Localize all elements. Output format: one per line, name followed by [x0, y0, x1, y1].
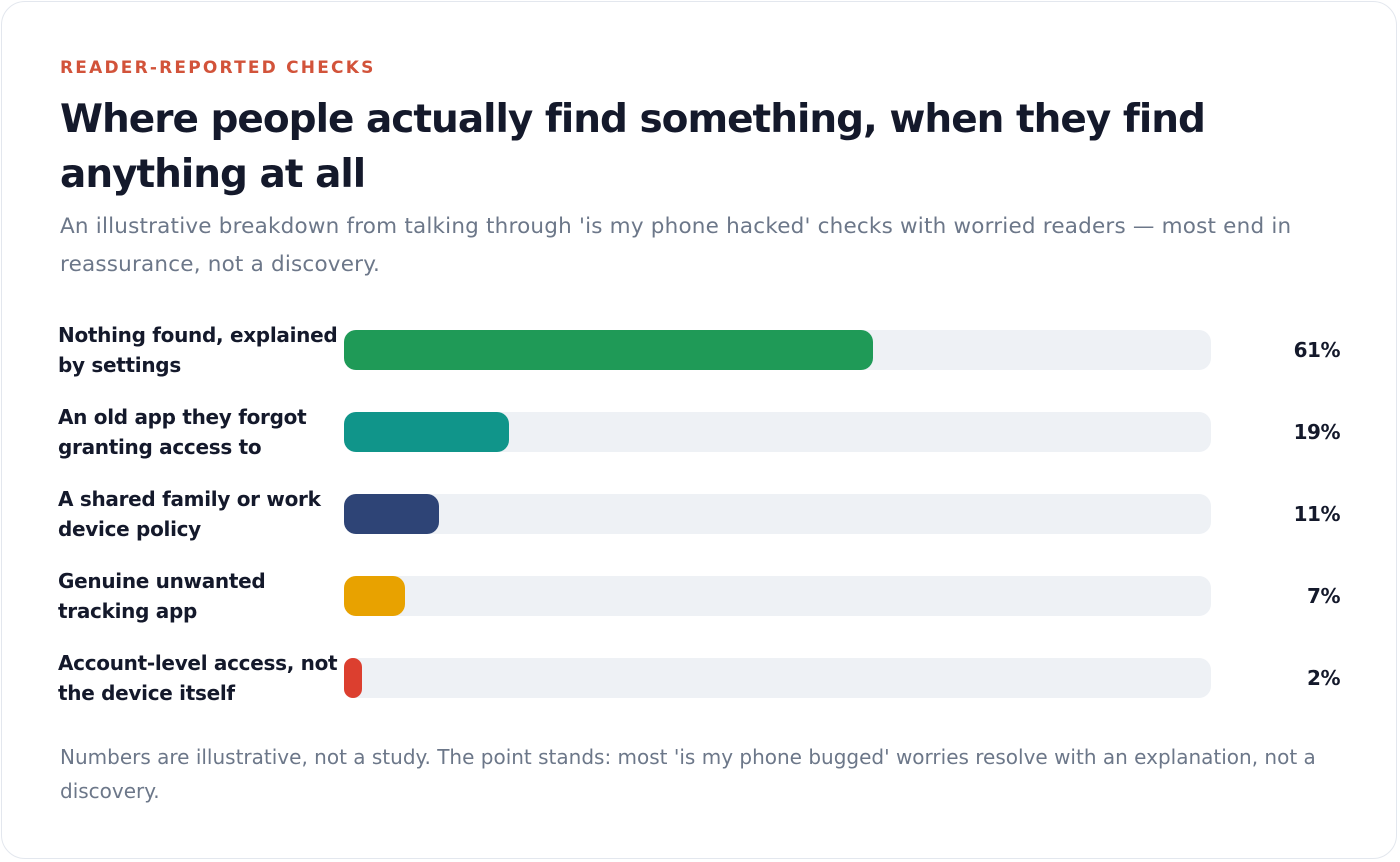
- chart-footnote: Numbers are illustrative, not a study. T…: [60, 745, 1316, 803]
- chart-subtitle: An illustrative breakdown from talking t…: [60, 214, 1292, 277]
- chart-title: Where people actually find something, wh…: [60, 97, 1206, 197]
- eyebrow-label: READER-REPORTED CHECKS: [60, 58, 376, 78]
